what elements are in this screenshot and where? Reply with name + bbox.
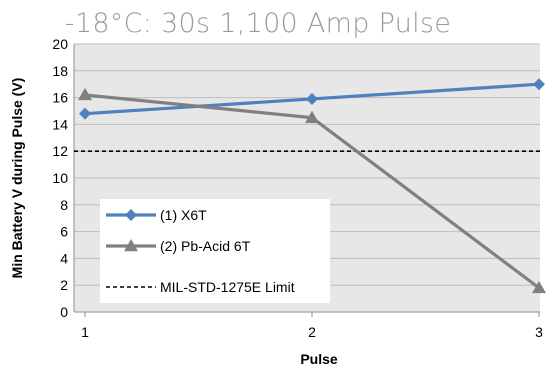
x-tick-label: 1 [81,324,89,340]
legend-entry-label: (1) X6T [160,207,207,223]
series-1-point [533,78,545,91]
y-tick-label: 0 [60,304,68,320]
y-tick-label: 10 [52,170,68,186]
y-tick-label: 14 [52,116,68,132]
series-2-point [78,87,92,101]
y-tick-label: 2 [60,277,68,293]
legend-swatch-marker [124,239,138,252]
y-tick-label: 8 [60,197,68,213]
series-1-point [306,92,318,105]
legend-swatch-marker [125,209,137,221]
y-tick-label: 4 [60,250,68,266]
legend-entry-label: MIL-STD-1275E Limit [160,279,295,295]
axes [73,44,540,313]
y-axis-label: Min Battery V during Pulse (V) [9,78,25,279]
chart-title: -18°C: 30s 1,100 Amp Pulse [65,8,451,39]
x-tick-labels: 1 2 3 [81,312,543,340]
series-1-point [79,107,91,120]
series-2-point [305,110,319,123]
y-tick-label: 20 [52,36,68,52]
series-markers [78,78,546,294]
x-axis-label: Pulse [300,351,338,367]
y-tick-label: 12 [52,143,68,159]
y-tick-label: 16 [52,90,68,106]
legend-entry-label: (2) Pb-Acid 6T [160,238,251,254]
x-tick-label: 2 [308,324,316,340]
series-2-point [532,280,546,294]
y-tick-label: 18 [52,63,68,79]
x-tick-label: 3 [535,324,543,340]
legend: (1) X6T (2) Pb-Acid 6T MIL-STD-1275E Limit [100,199,330,303]
y-tick-label: 6 [60,224,68,240]
y-tick-labels: 0 2 4 6 8 10 12 14 16 18 20 [52,36,68,320]
